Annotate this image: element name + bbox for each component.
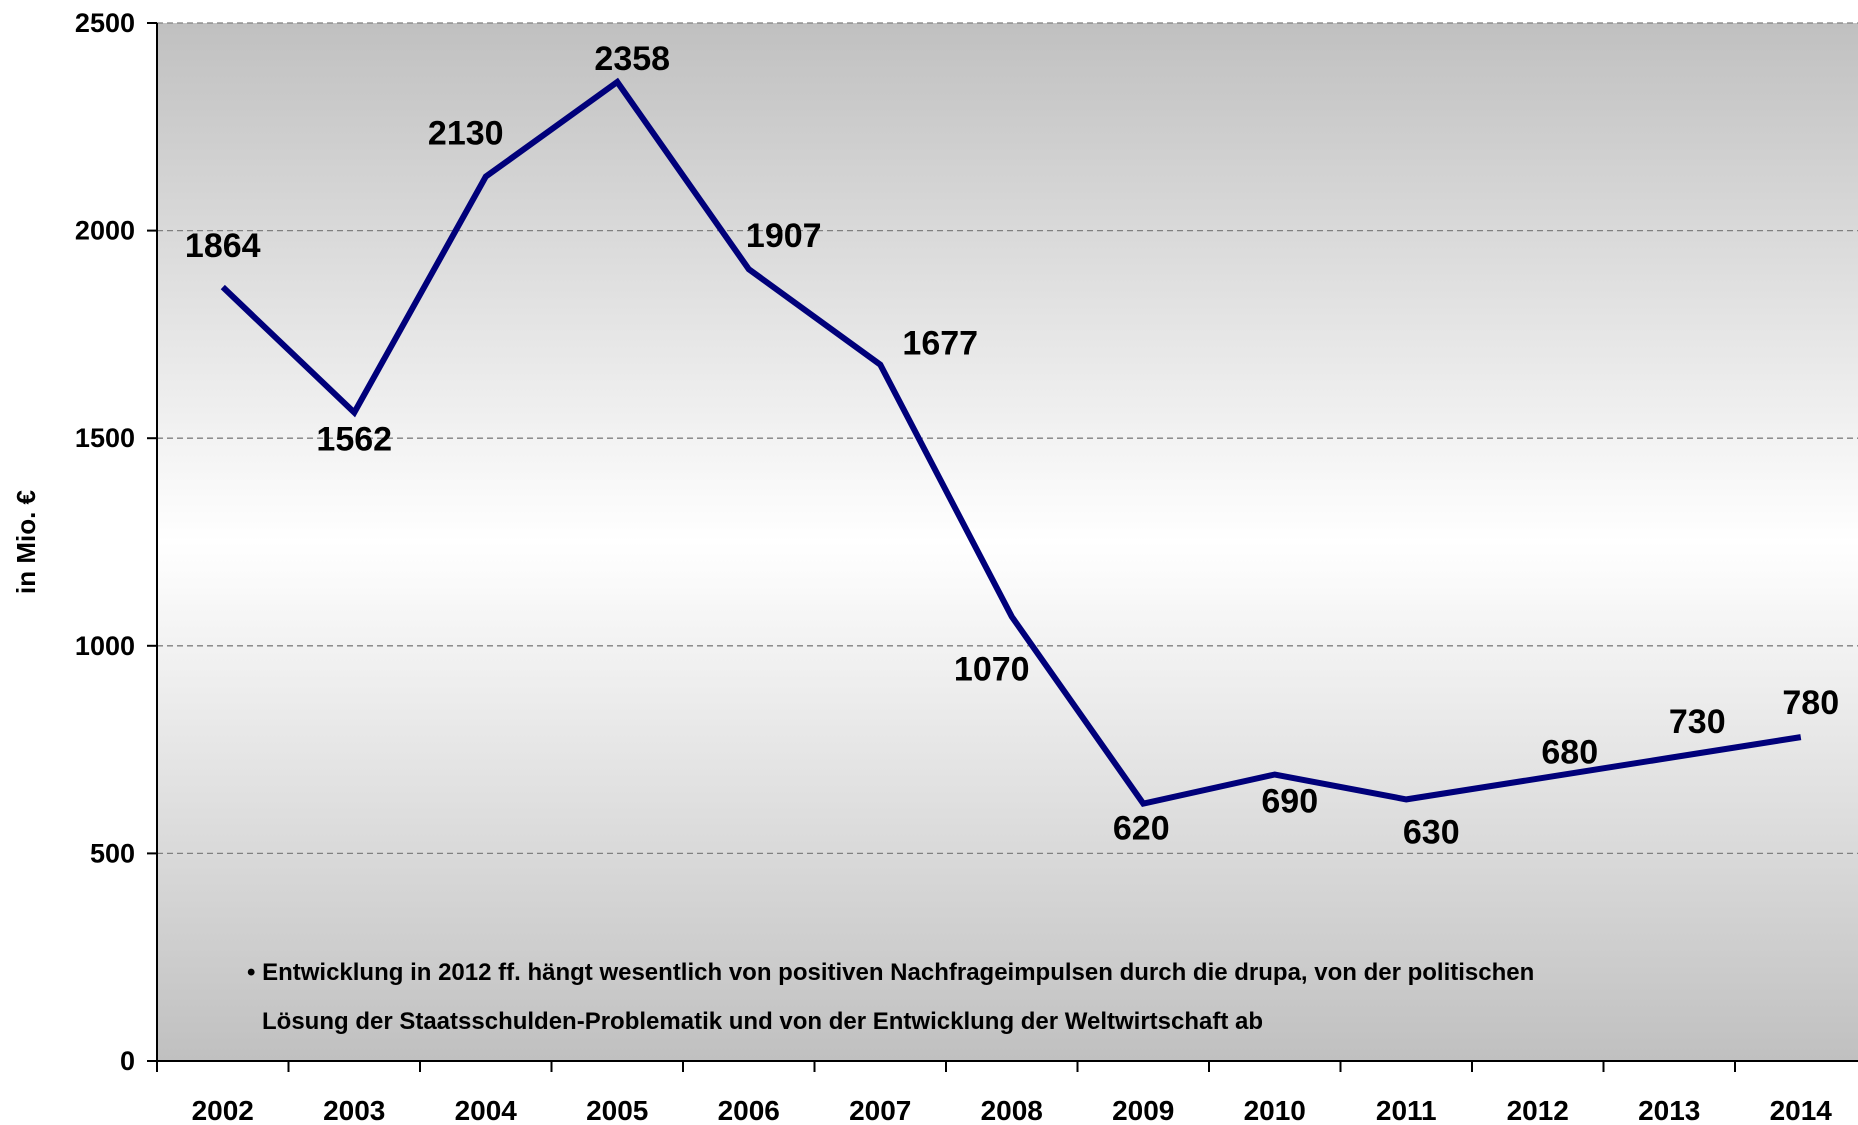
data-label: 690 <box>1261 783 1318 821</box>
data-label: 780 <box>1782 684 1839 722</box>
data-label: 1562 <box>316 420 392 458</box>
x-tick-label: 2003 <box>323 1095 385 1125</box>
y-tick-label: 1000 <box>75 631 135 661</box>
grid-lines <box>157 22 1858 855</box>
data-label: 1864 <box>185 227 261 265</box>
x-tick-label: 2002 <box>192 1095 254 1125</box>
x-tick-label: 2009 <box>1112 1095 1174 1125</box>
x-tick-label: 2010 <box>1244 1095 1306 1125</box>
x-tick-label: 2013 <box>1638 1095 1700 1125</box>
data-label: 1907 <box>746 217 822 255</box>
x-tick-label: 2014 <box>1770 1095 1833 1125</box>
x-tick-labels: 2002 2003 2004 2005 2006 2007 2008 2009 2010 2011… <box>192 1095 1833 1125</box>
y-tick-label: 1500 <box>75 423 135 453</box>
series-line <box>220 77 1802 807</box>
y-tick-label: 500 <box>90 838 135 868</box>
data-label: 680 <box>1541 734 1598 772</box>
x-tick-label: 2008 <box>981 1095 1043 1125</box>
y-axis-label: in Mio. € <box>11 490 41 594</box>
y-tick-label: 0 <box>120 1046 135 1076</box>
x-tick-label: 2011 <box>1376 1095 1437 1125</box>
data-label: 620 <box>1113 810 1170 848</box>
data-labels: 1864 1562 2130 2358 1907 1677 1070 620 690 630 680… <box>185 40 1839 851</box>
data-label: 2358 <box>594 40 670 78</box>
x-tick-label: 2005 <box>586 1095 648 1125</box>
annotation-line-2: Lösung der Staatsschulden-Problematik un… <box>262 1008 1263 1035</box>
annotation-note: • Entwicklung in 2012 ff. hängt wesentli… <box>247 959 1534 1035</box>
y-tick-labels: 0 500 1000 1500 2000 2500 <box>75 8 135 1076</box>
plot-area <box>157 23 1858 1061</box>
x-tick-label: 2012 <box>1507 1095 1569 1125</box>
series-polyline <box>220 77 1802 807</box>
data-label: 1677 <box>902 325 978 363</box>
annotation-line-1: • Entwicklung in 2012 ff. hängt wesentli… <box>247 959 1534 986</box>
x-tick-label: 2004 <box>455 1095 518 1125</box>
data-label: 1070 <box>954 651 1030 689</box>
y-tick-label: 2500 <box>75 8 135 38</box>
data-label: 2130 <box>428 115 504 153</box>
axes <box>147 22 1858 1072</box>
data-label: 730 <box>1669 703 1726 741</box>
y-tick-label: 2000 <box>75 216 135 246</box>
x-tick-label: 2006 <box>718 1095 780 1125</box>
x-tick-label: 2007 <box>849 1095 911 1125</box>
data-label: 630 <box>1403 813 1460 851</box>
